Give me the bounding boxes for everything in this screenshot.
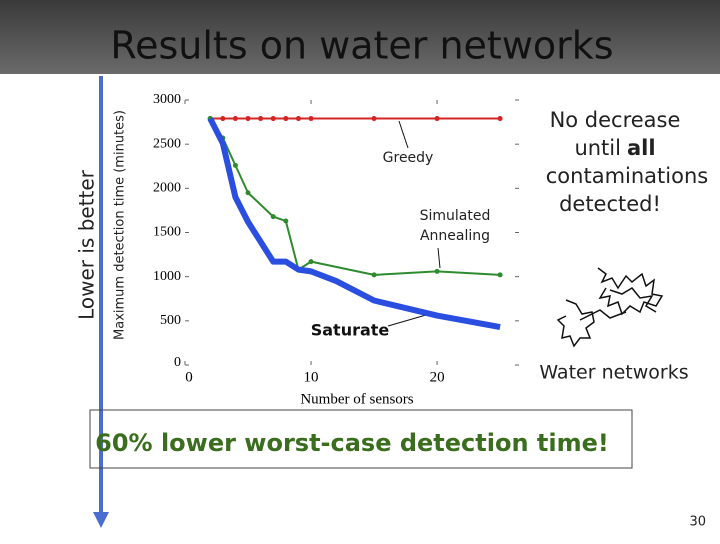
y-tick-label: 2500 <box>153 136 181 151</box>
note-word: all <box>627 136 656 160</box>
point <box>270 116 276 122</box>
annotation: Saturate <box>311 321 390 340</box>
x-tick-label: 0 <box>185 369 193 385</box>
x-axis-label: Number of sensors <box>300 391 413 407</box>
point <box>497 272 503 278</box>
point <box>245 190 251 196</box>
x-tick-label: 10 <box>304 369 319 385</box>
y-tick-label: 500 <box>160 313 181 328</box>
annotation-arrow <box>437 247 441 269</box>
arrow-head <box>93 512 109 528</box>
point <box>308 259 314 265</box>
title-bar <box>0 0 720 74</box>
point <box>371 272 377 278</box>
point <box>283 116 289 122</box>
page-number: 30 <box>689 515 706 530</box>
note-line: No decrease <box>550 108 681 132</box>
point <box>497 116 503 122</box>
conclusion-box <box>89 409 633 469</box>
point <box>245 116 251 122</box>
note-line: until all <box>574 136 655 160</box>
annotation-arrows <box>387 120 441 327</box>
annotation: Annealing <box>420 228 490 244</box>
series-line <box>209 118 501 276</box>
point <box>270 214 276 220</box>
note-line: contaminations <box>546 164 708 188</box>
conclusion: 60% lower worst-case detection time! <box>95 429 609 457</box>
point <box>308 116 314 122</box>
y-tick-label: 2000 <box>153 181 181 196</box>
point <box>258 116 264 122</box>
note: No decrease until all contaminations dete… <box>546 108 708 216</box>
point <box>283 218 289 224</box>
y-tick-label: 1500 <box>153 225 181 240</box>
point <box>295 116 301 122</box>
y-tick-label: 3000 <box>153 92 181 107</box>
annotation: Greedy <box>383 150 434 166</box>
note-line: detected! <box>559 192 661 216</box>
point <box>220 116 226 122</box>
series-line <box>207 117 501 330</box>
water-network-image <box>556 267 664 348</box>
y-axis-label: Maximum detection time (minutes) <box>113 110 128 340</box>
side-label: Lower is better <box>75 169 99 320</box>
image-caption: Water networks <box>539 362 688 384</box>
note-word: until <box>574 136 621 160</box>
annotation-arrow <box>398 120 409 149</box>
annotation: Simulated <box>420 208 491 224</box>
point <box>232 162 238 168</box>
point <box>371 116 377 122</box>
annotation-arrow <box>387 314 427 327</box>
y-tick-label: 1000 <box>153 269 181 284</box>
x-tick-label: 20 <box>430 369 445 385</box>
point <box>232 116 238 122</box>
slide-title: Results on water networks <box>110 24 613 68</box>
point <box>434 116 440 122</box>
point <box>434 268 440 274</box>
y-tick-label: 0 <box>174 355 181 370</box>
